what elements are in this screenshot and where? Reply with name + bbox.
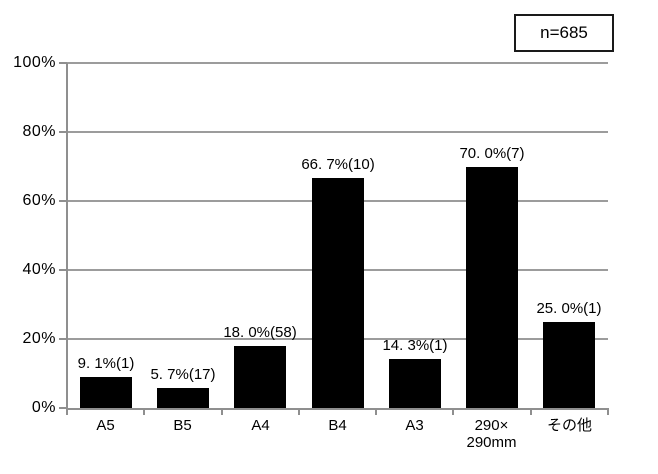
x-axis-category-label: その他 xyxy=(526,417,613,434)
gridline xyxy=(67,62,608,64)
y-axis-tick xyxy=(59,269,67,271)
data-label: 25. 0%(1) xyxy=(536,300,602,317)
x-axis-tick xyxy=(221,408,223,415)
x-axis-label-line: B4 xyxy=(328,417,347,434)
data-label: 9. 1%(1) xyxy=(77,355,135,372)
x-axis-category-label: 290× 290mm xyxy=(448,417,535,451)
bar-2 xyxy=(234,346,286,408)
x-axis-line xyxy=(66,408,609,410)
y-axis-label: 20% xyxy=(22,330,56,347)
data-label: 66. 7%(10) xyxy=(301,156,375,173)
y-axis-label: 80% xyxy=(22,123,56,140)
y-axis-tick xyxy=(59,200,67,202)
data-label: 14. 3%(1) xyxy=(382,337,448,354)
x-axis-category-label: B5 xyxy=(139,417,226,434)
bar-6 xyxy=(543,322,595,408)
sample-size-box: n=685 xyxy=(514,14,614,52)
bar-1 xyxy=(157,388,209,408)
x-axis-category-label: A3 xyxy=(371,417,458,434)
y-axis-tick xyxy=(59,131,67,133)
x-axis-label-line: 290× xyxy=(474,417,509,434)
x-axis-label-line: A5 xyxy=(96,417,115,434)
y-axis-line xyxy=(66,63,68,410)
x-axis-tick xyxy=(530,408,532,415)
y-axis-label: 40% xyxy=(22,261,56,278)
bar-4 xyxy=(389,359,441,408)
x-axis-category-label: B4 xyxy=(294,417,381,434)
x-axis-tick xyxy=(607,408,609,415)
x-axis-category-label: A5 xyxy=(62,417,149,434)
sample-size-label: n=685 xyxy=(540,23,588,42)
x-axis-tick xyxy=(66,408,68,415)
y-axis-label: 0% xyxy=(31,399,56,416)
x-axis-tick xyxy=(298,408,300,415)
gridline xyxy=(67,131,608,133)
x-axis-tick xyxy=(452,408,454,415)
bar-0 xyxy=(80,377,132,408)
y-axis-label: 60% xyxy=(22,192,56,209)
bar-5 xyxy=(466,167,518,408)
x-axis-label-line: A3 xyxy=(405,417,424,434)
bar-3 xyxy=(312,178,364,408)
data-label: 18. 0%(58) xyxy=(223,324,297,341)
y-axis-tick xyxy=(59,407,67,409)
x-axis-label-line: 290mm xyxy=(466,434,517,451)
x-axis-label-line: B5 xyxy=(173,417,192,434)
data-label: 70. 0%(7) xyxy=(459,145,525,162)
x-axis-label-line: その他 xyxy=(546,417,592,434)
y-axis-label: 100% xyxy=(13,54,56,71)
x-axis-label-line: A4 xyxy=(251,417,270,434)
y-axis-tick xyxy=(59,62,67,64)
x-axis-tick xyxy=(375,408,377,415)
x-axis-tick xyxy=(143,408,145,415)
x-axis-category-label: A4 xyxy=(217,417,304,434)
data-label: 5. 7%(17) xyxy=(150,366,216,383)
y-axis-tick xyxy=(59,338,67,340)
